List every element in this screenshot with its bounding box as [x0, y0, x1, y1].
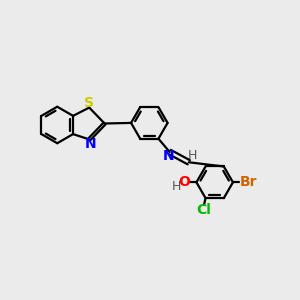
- Text: H: H: [188, 149, 197, 162]
- Text: S: S: [84, 96, 94, 110]
- Text: N: N: [162, 148, 174, 163]
- Text: N: N: [85, 137, 97, 152]
- Text: H: H: [172, 180, 182, 193]
- Text: O: O: [178, 175, 190, 189]
- Text: Cl: Cl: [197, 203, 212, 218]
- Text: Br: Br: [239, 175, 257, 189]
